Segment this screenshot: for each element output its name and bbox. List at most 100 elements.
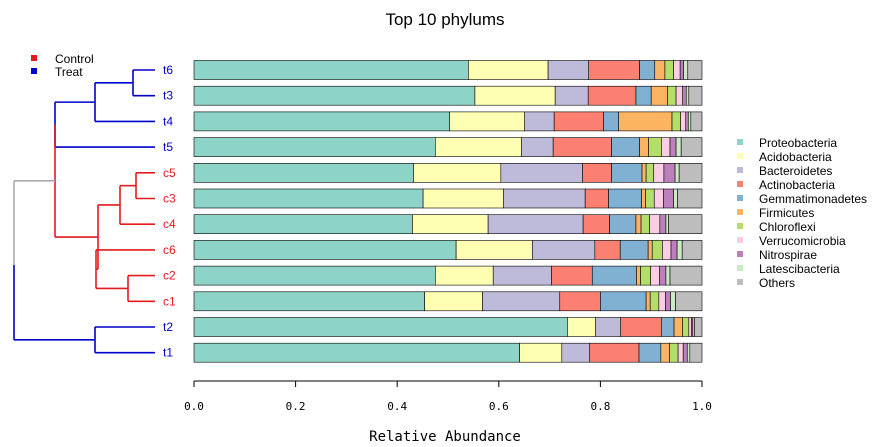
bar-segment-c2-latescibacteria: [665, 265, 671, 286]
bar-segment-t4-verrucomicrobia: [680, 111, 687, 132]
bar-segment-c1-gemmatimonadetes: [600, 291, 647, 312]
bar-segment-c5-actinobacteria: [582, 163, 612, 183]
bar-segment-c5-others: [678, 163, 703, 183]
bar-segment-c3-latescibacteria: [673, 188, 678, 209]
bar-segment-t3-nitrospirae: [682, 85, 687, 106]
legend-label-others: Others: [759, 276, 795, 290]
bar-segment-c3-chloroflexi: [645, 188, 655, 209]
bar-row-c2: [193, 265, 703, 286]
bar-segment-c5-firmicutes: [641, 163, 647, 183]
bar-segment-c3-firmicutes: [641, 188, 646, 209]
bar-segment-t3-chloroflexi: [667, 85, 677, 106]
sample-label-c2: c2: [163, 269, 176, 283]
legend-swatch-firmicutes: [737, 209, 743, 215]
x-axis-label: Relative Abundance: [369, 429, 521, 445]
bar-segment-t2-verrucomicrobia: [688, 317, 692, 337]
legend-swatch-gemmatimonadetes: [737, 195, 743, 201]
bar-segment-c5-acidobacteria: [413, 163, 502, 183]
legend-swatch-proteobacteria: [737, 139, 743, 145]
bar-segment-c1-acidobacteria: [424, 291, 483, 312]
bar-segment-t4-firmicutes: [618, 111, 673, 132]
bar-segment-c4-others: [668, 214, 703, 234]
bar-segment-t6-proteobacteria: [193, 60, 469, 80]
bar-segment-c6-firmicutes: [647, 240, 653, 260]
bar-segment-t4-latescibacteria: [687, 111, 692, 132]
sample-labels: t6 t3 t4 t5 c5 c3 c4 c6 c2 c1 t2 t1: [163, 63, 176, 360]
bar-segment-t3-proteobacteria: [193, 85, 476, 106]
bar-segment-c6-others: [681, 240, 703, 260]
sample-label-t6: t6: [163, 63, 173, 77]
sample-label-c6: c6: [163, 243, 176, 257]
bar-segment-t5-acidobacteria: [434, 137, 522, 157]
bar-segment-t1-gemmatimonadetes: [638, 342, 662, 363]
bar-segment-t4-gemmatimonadetes: [603, 111, 619, 132]
bar-row-c1: [193, 291, 703, 312]
bar-segment-c2-acidobacteria: [434, 265, 494, 286]
bar-row-t4: [193, 111, 703, 132]
bar-segment-t6-gemmatimonadetes: [639, 60, 656, 80]
bar-segment-t6-verrucomicrobia: [673, 60, 681, 80]
x-tick-label: 0.6: [489, 400, 509, 413]
bar-segment-c2-verrucomicrobia: [650, 265, 660, 286]
legend-swatch-chloroflexi: [737, 223, 743, 229]
bar-segment-c2-others: [669, 265, 703, 286]
bar-segment-t6-nitrospirae: [679, 60, 685, 80]
bar-segment-c6-proteobacteria: [193, 240, 457, 260]
bar-segment-t1-acidobacteria: [519, 342, 563, 363]
bar-row-t3: [193, 85, 703, 106]
bar-segment-t1-proteobacteria: [193, 342, 520, 363]
bar-segment-t6-acidobacteria: [468, 60, 549, 80]
bar-segment-t5-nitrospirae: [669, 137, 677, 157]
bar-segment-c1-actinobacteria: [559, 291, 601, 312]
bar-segment-c6-chloroflexi: [651, 240, 663, 260]
bar-segment-t6-bacteroidetes: [547, 60, 590, 80]
bar-segment-c3-gemmatimonadetes: [608, 188, 642, 209]
bar-segment-t5-others: [680, 137, 703, 157]
legend-label-nitrospirae: Nitrospirae: [759, 248, 817, 262]
bar-segment-t2-chloroflexi: [682, 317, 690, 337]
bar-segment-c6-verrucomicrobia: [662, 240, 672, 260]
group-legend-swatch-treat: [31, 68, 37, 74]
bar-segment-c2-bacteroidetes: [492, 265, 552, 286]
bar-segment-c5-gemmatimonadetes: [611, 163, 643, 183]
group-legend-label-control: Control: [55, 52, 94, 66]
bar-segment-c5-nitrospirae: [663, 163, 676, 183]
sample-label-c4: c4: [163, 217, 176, 231]
bar-segment-c6-nitrospirae: [670, 240, 678, 260]
sample-label-c5: c5: [163, 166, 176, 180]
bar-segment-t1-nitrospirae: [682, 342, 688, 363]
bar-row-c3: [193, 188, 703, 209]
legend-label-latescibacteria: Latescibacteria: [759, 262, 840, 276]
bar-segment-c3-bacteroidetes: [503, 188, 586, 209]
bar-segment-t6-chloroflexi: [664, 60, 674, 80]
bar-segment-c3-acidobacteria: [422, 188, 504, 209]
bar-segment-t5-bacteroidetes: [521, 137, 554, 157]
bar-segment-c3-others: [677, 188, 703, 209]
bar-segment-t4-others: [690, 111, 703, 132]
legend-swatch-acidobacteria: [737, 153, 743, 159]
legend-swatch-latescibacteria: [737, 265, 743, 271]
bar-segment-t4-actinobacteria: [553, 111, 604, 132]
bar-segment-c1-chloroflexi: [649, 291, 660, 312]
bar-segment-t4-nitrospirae: [685, 111, 689, 132]
bar-segment-t2-proteobacteria: [193, 317, 568, 337]
bar-segment-t3-gemmatimonadetes: [635, 85, 652, 106]
bar-segment-t4-chloroflexi: [671, 111, 681, 132]
bar-segment-t3-bacteroidetes: [554, 85, 589, 106]
bar-segment-t1-others: [689, 342, 703, 363]
legend-swatch-others: [737, 279, 743, 285]
series-legend: ProteobacteriaAcidobacteriaBacteroidetes…: [737, 136, 867, 290]
bar-segment-t4-proteobacteria: [193, 111, 450, 132]
bar-segment-t3-others: [688, 85, 703, 106]
sample-label-t1: t1: [163, 346, 173, 360]
x-tick-label: 0.4: [387, 400, 407, 413]
bar-segment-c4-bacteroidetes: [487, 214, 584, 234]
bar-row-c6: [193, 240, 703, 260]
bar-segment-c5-bacteroidetes: [500, 163, 583, 183]
bar-segment-c4-gemmatimonadetes: [609, 214, 637, 234]
group-legend-label-treat: Treat: [55, 65, 83, 79]
bar-segment-t4-acidobacteria: [449, 111, 525, 132]
group-legend-swatch-control: [31, 55, 37, 61]
bar-segment-c4-firmicutes: [635, 214, 642, 234]
bar-segment-t1-actinobacteria: [589, 342, 640, 363]
